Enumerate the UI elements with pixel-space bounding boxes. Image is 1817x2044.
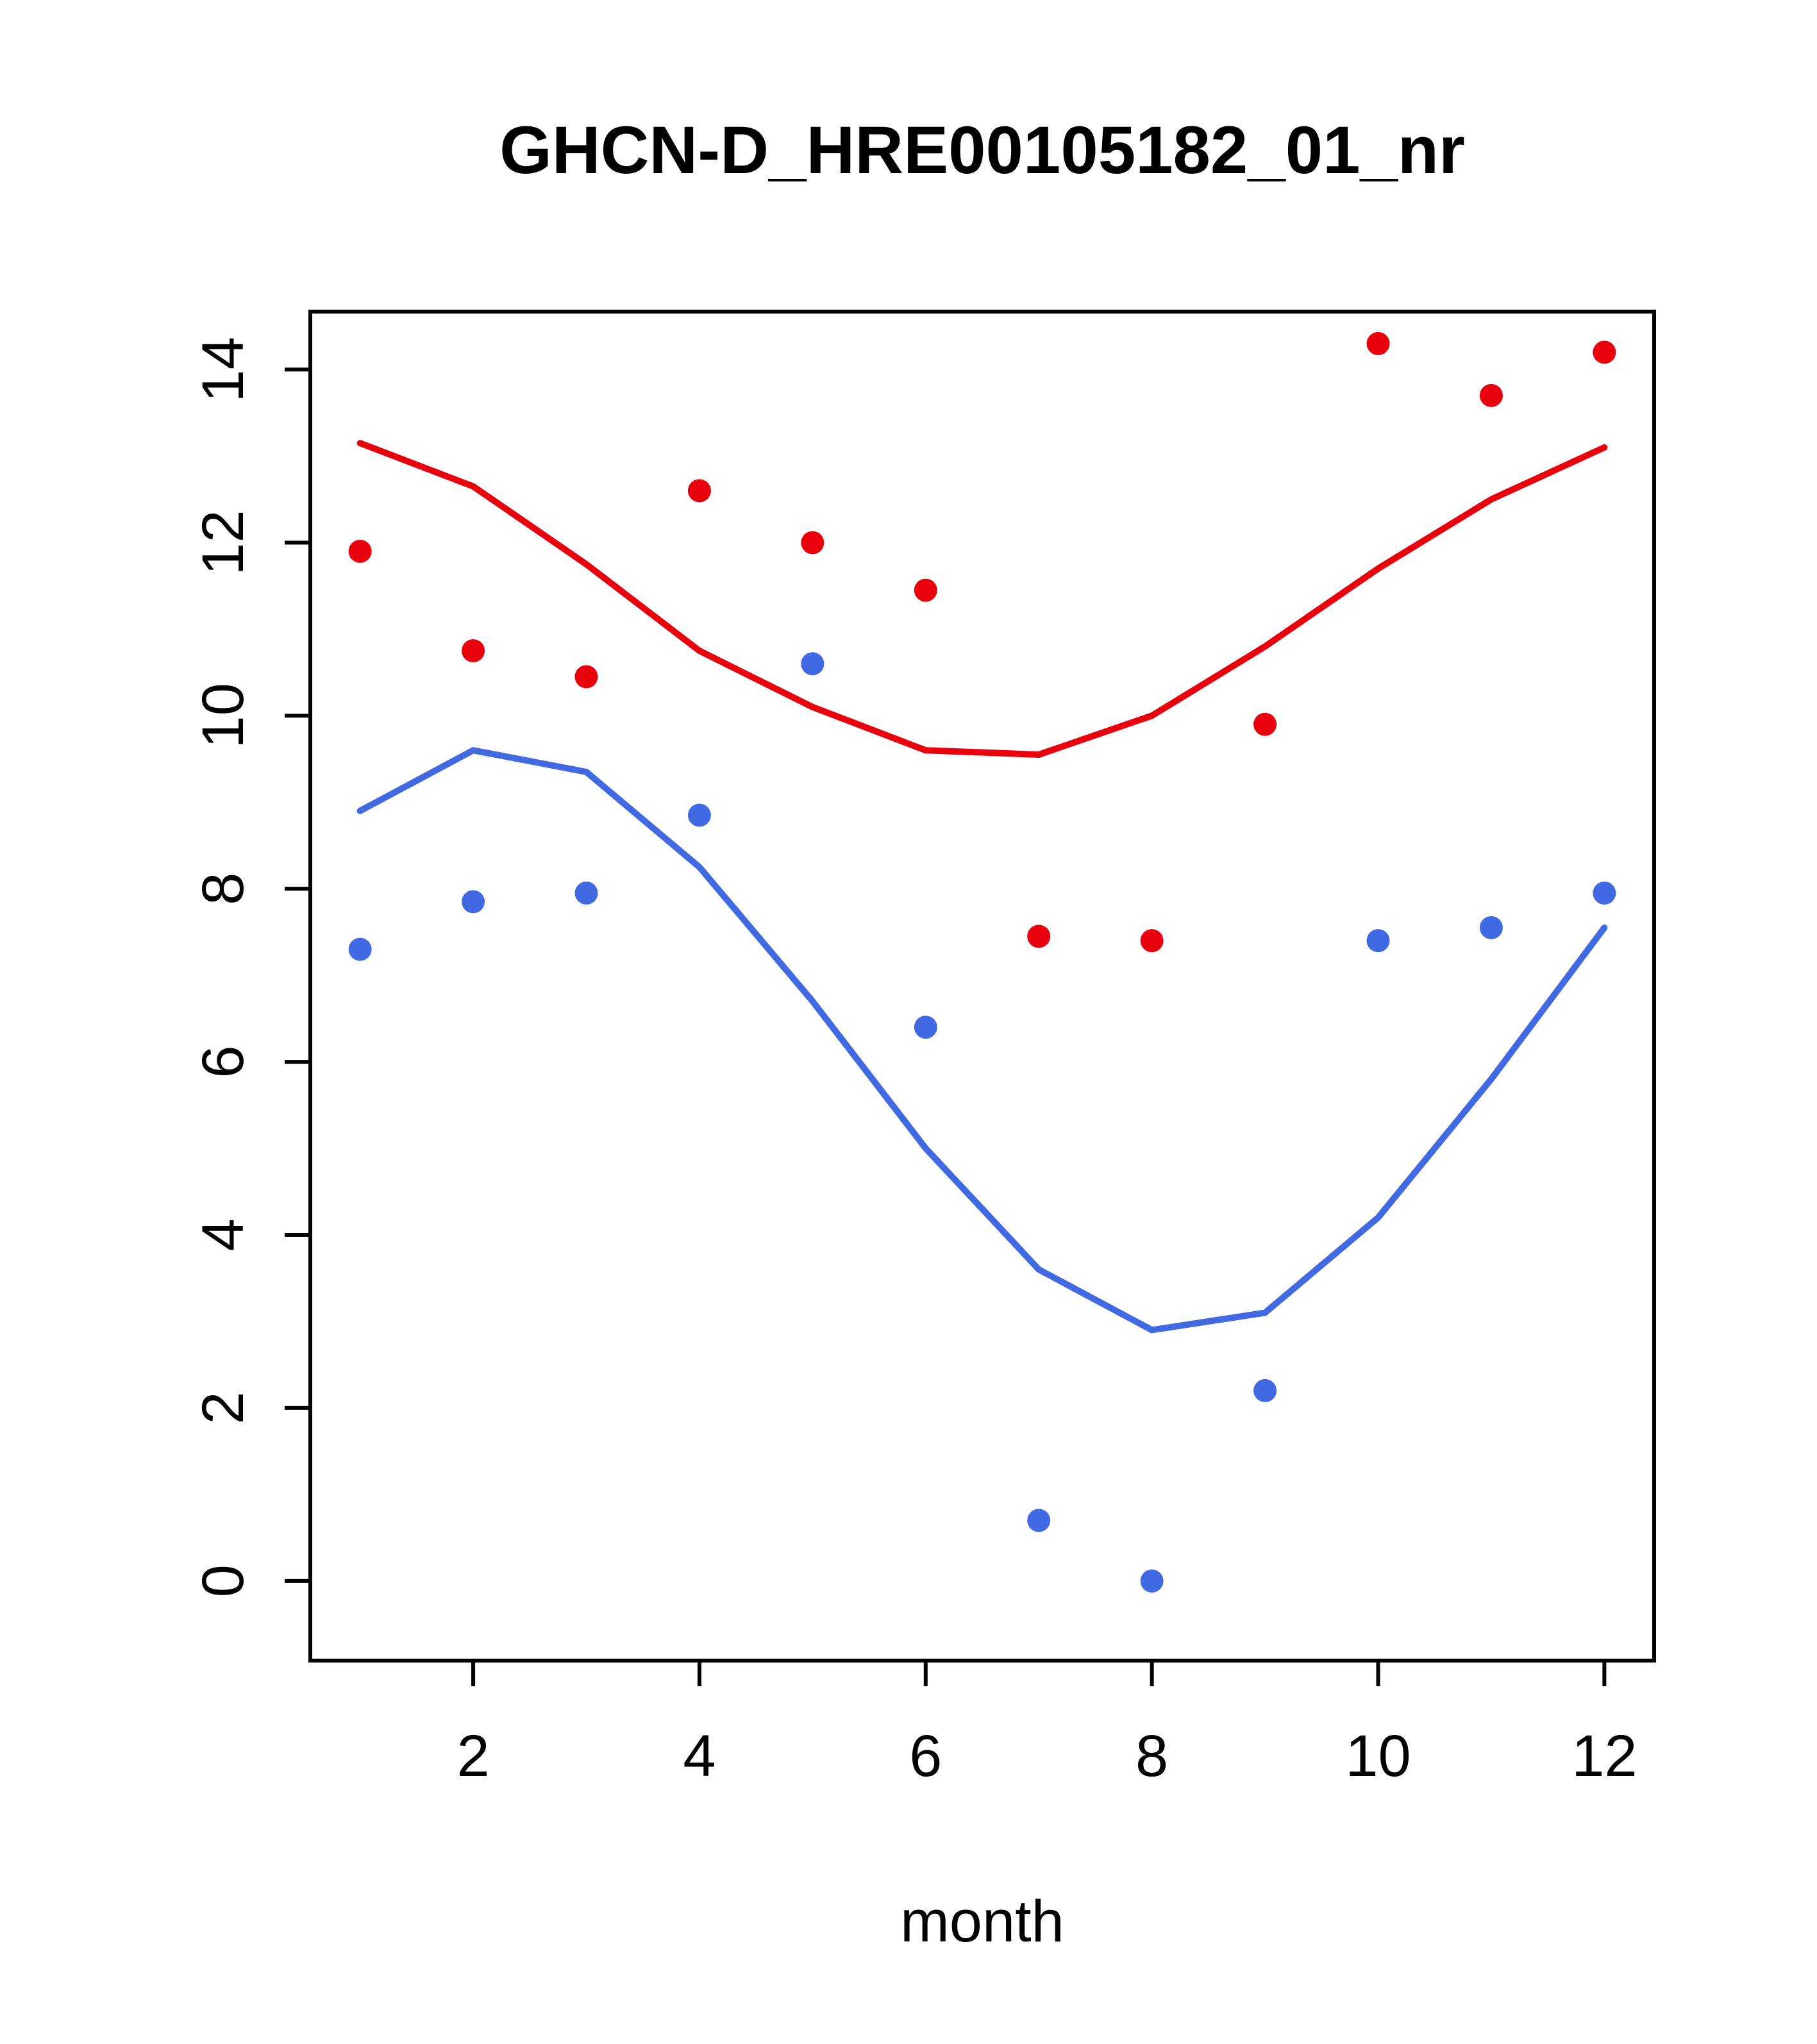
blue-point [348,937,372,961]
blue-point [1140,1569,1164,1593]
blue-point [1027,1509,1051,1532]
blue-point [1366,929,1390,953]
red-point [1593,340,1616,364]
plot-box [308,310,1656,1663]
y-tick-label: 2 [190,1391,256,1424]
red-point [462,639,485,663]
red-point [914,578,937,602]
red-point [801,531,825,555]
x-tick-label: 4 [683,1723,716,1789]
x-tick-label: 8 [1135,1723,1168,1789]
red-line [356,440,1608,758]
red-point [1479,383,1503,407]
x-tick-label: 6 [909,1723,942,1789]
red-point [1253,712,1277,736]
blue-point [574,881,598,905]
blue-point [914,1016,937,1039]
y-tick-label: 12 [190,510,256,575]
chart-title: GHCN-D_HRE00105182_01_nr [499,113,1465,188]
x-tick-label: 12 [1571,1723,1637,1789]
x-axis-label: month [900,1889,1064,1954]
y-tick-label: 0 [190,1564,256,1597]
blue-point [1593,881,1616,905]
y-tick-label: 10 [190,683,256,748]
blue-point [1253,1378,1277,1402]
x-tick-label: 10 [1345,1723,1411,1789]
red-point [348,539,372,563]
y-tick-label: 4 [190,1218,256,1251]
blue-point [801,652,825,676]
blue-line [356,747,1608,1334]
red-point [1140,929,1164,953]
blue-point [462,890,485,914]
red-point [574,665,598,689]
y-tick-label: 14 [190,337,256,402]
blue-point [1479,916,1503,939]
red-point [687,479,711,503]
blue-point [687,803,711,827]
red-point [1027,925,1051,948]
y-tick-label: 8 [190,873,256,905]
red-point [1366,331,1390,355]
y-tick-label: 6 [190,1046,256,1078]
x-tick-label: 2 [456,1723,489,1789]
